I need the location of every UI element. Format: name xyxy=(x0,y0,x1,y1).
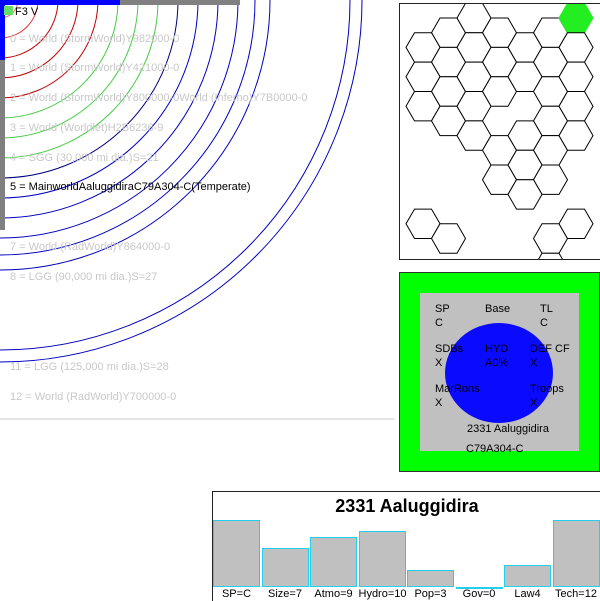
orbit-label[interactable]: 2 = World (StormWorld)Y800000-0World (In… xyxy=(10,92,308,104)
orbit-label[interactable]: 11 = LGG (125,000 mi dia.)S=28 xyxy=(10,361,169,373)
orbit-label[interactable]: 3 = World (Worldlet)H2B6236-9 xyxy=(10,122,164,134)
planet-panel: SP C Base TL C SDBs X HYD A0% DEF CF X M… xyxy=(399,272,600,472)
stat-bar-label: Pop=3 xyxy=(414,588,447,600)
stat-bar-label: Law4 xyxy=(514,588,541,600)
orbit-view[interactable]: 0 = World (StormWorld)Y982000-0 1 = World… xyxy=(0,0,395,420)
hex-cell[interactable] xyxy=(558,120,594,151)
stat-bar xyxy=(310,537,357,587)
hex-grid[interactable] xyxy=(400,4,600,259)
hyd-value: A0% xyxy=(485,357,509,369)
hex-cell[interactable] xyxy=(430,223,467,254)
top-scale-fill xyxy=(0,0,120,5)
sector-hex-map[interactable] xyxy=(399,3,600,260)
orbit-label[interactable]: 0 = World (StormWorld)Y982000-0 xyxy=(10,33,180,45)
planet-disc xyxy=(445,323,553,423)
troops-value: X xyxy=(530,397,538,409)
star-icon xyxy=(4,6,13,15)
def-label: DEF CF xyxy=(530,343,570,355)
stat-bar-label: Gov=0 xyxy=(462,588,496,600)
hex-cell[interactable] xyxy=(507,179,543,210)
planet-info-box: SP C Base TL C SDBs X HYD A0% DEF CF X M… xyxy=(420,293,579,455)
left-scale-fill xyxy=(0,0,5,60)
tl-label: TL xyxy=(540,303,553,315)
orbit-diagram xyxy=(0,0,395,420)
sdbs-value: X xyxy=(435,357,443,369)
orbit-label[interactable]: 7 = World (RadWorld)Y864000-0 xyxy=(10,241,171,253)
def-value: X xyxy=(530,357,538,369)
stat-bar xyxy=(358,531,406,587)
stat-bar-label: Size=7 xyxy=(268,588,302,600)
orbit-label[interactable]: 1 = World (StormWorld)Y421000-0 xyxy=(10,62,180,74)
orbit-label[interactable]: 12 = World (RadWorld)Y700000-0 xyxy=(10,391,177,403)
base-label: Base xyxy=(485,303,511,315)
orbit-label-mainworld[interactable]: 5 = MainworldAaluggidiraC79A304-C(Temper… xyxy=(10,181,251,193)
hex-cell[interactable] xyxy=(534,252,568,259)
planet-name: 2331 Aaluggidira xyxy=(467,423,549,435)
stat-bar-label: Hydro=10 xyxy=(358,588,407,600)
hyd-label: HYD xyxy=(485,343,509,355)
sp-label: SP xyxy=(435,303,450,315)
stat-bar xyxy=(213,520,260,587)
stat-bar xyxy=(504,565,551,587)
sp-value: C xyxy=(435,317,443,329)
planet-uwp: C79A304-C xyxy=(466,443,524,455)
stat-bar xyxy=(261,548,309,587)
left-scale-bar xyxy=(0,0,5,230)
stat-bar xyxy=(407,570,454,587)
stat-bar-label: Tech=12 xyxy=(555,588,597,600)
stats-title: 2331 Aaluggidira xyxy=(335,496,479,516)
marines-value: X xyxy=(435,397,443,409)
stat-bar-label: Atmo=9 xyxy=(314,588,353,600)
orbit-label[interactable]: 8 = LGG (90,000 mi dia.)S=27 xyxy=(10,271,158,283)
stat-bar xyxy=(455,587,503,589)
hex-cell[interactable] xyxy=(558,208,594,239)
marines-label: MarRons xyxy=(435,383,480,395)
sdbs-label: SDBs xyxy=(435,343,464,355)
troops-label: Troops xyxy=(530,383,564,395)
orbit-ring xyxy=(0,0,159,159)
stat-bar-label: SP=C xyxy=(221,588,252,600)
orbit-ring xyxy=(0,0,351,351)
orbit-label[interactable]: 4 = SGG (30,000 mi dia.)S=21 xyxy=(10,152,159,164)
uwp-stats-chart: 2331 Aaluggidira SP=C Size=7 Atmo=9 Hydro=1… xyxy=(212,491,600,601)
hotkey-label: F3 V xyxy=(15,6,39,18)
tl-value: C xyxy=(540,317,548,329)
stat-bar xyxy=(552,520,600,587)
